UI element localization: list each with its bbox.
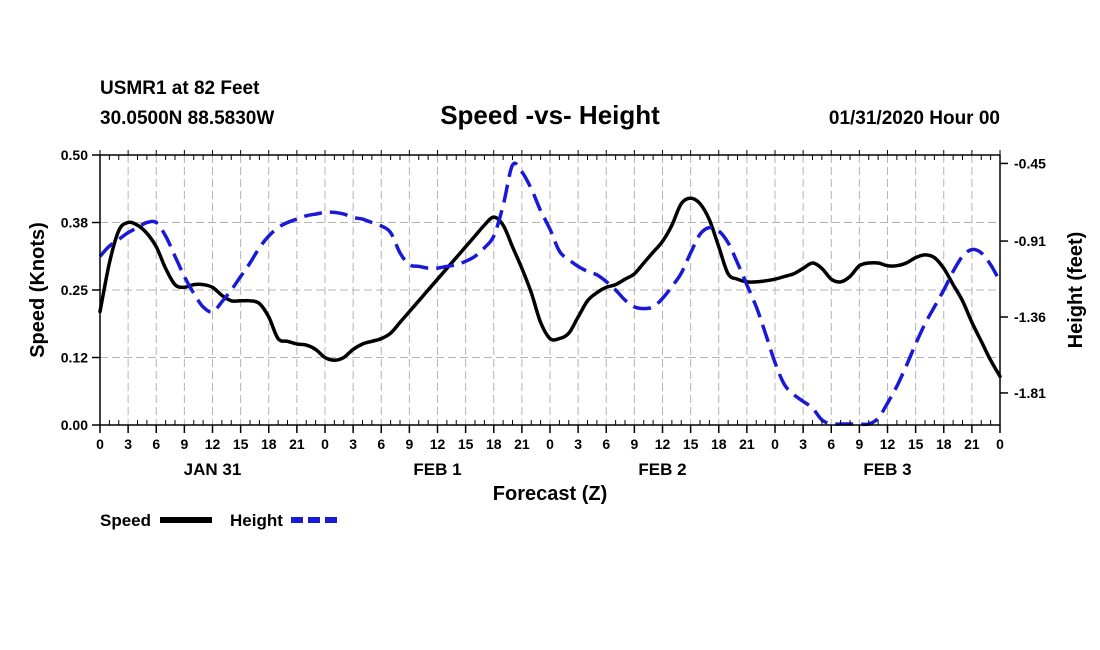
x-tick-label: 21 — [739, 436, 755, 452]
y-tick-label: 0.38 — [61, 215, 88, 231]
y2-tick-label: -0.91 — [1014, 233, 1046, 249]
day-label: JAN 31 — [184, 460, 242, 479]
y-axis-title: Speed (Knots) — [27, 222, 49, 358]
y-tick-label: 0.25 — [61, 282, 88, 298]
legend: Speed Height — [100, 511, 342, 530]
tick-labels: 0.00 0.12 0.25 0.38 0.50 -0.45 -0.91 -1.36 -1.81… — [61, 147, 1046, 479]
axes — [92, 150, 1008, 433]
x-tick-label: 18 — [936, 436, 952, 452]
x-tick-label: 12 — [655, 436, 671, 452]
x-tick-label: 15 — [908, 436, 924, 452]
day-label: FEB 1 — [413, 460, 461, 479]
x-tick-label: 18 — [261, 436, 277, 452]
day-label: FEB 3 — [863, 460, 911, 479]
x-tick-label: 9 — [855, 436, 863, 452]
x-tick-label: 9 — [630, 436, 638, 452]
x-tick-label: 21 — [514, 436, 530, 452]
day-label: FEB 2 — [638, 460, 686, 479]
y2-tick-label: -1.36 — [1014, 309, 1046, 325]
x-tick-label: 3 — [349, 436, 357, 452]
y-tick-label: 0.12 — [61, 350, 88, 366]
station-location: 30.0500N 88.5830W — [100, 108, 274, 129]
x-tick-label: 0 — [996, 436, 1004, 452]
x-tick-label: 21 — [964, 436, 980, 452]
x-tick-label: 3 — [799, 436, 807, 452]
grid-lines — [100, 155, 1000, 425]
x-tick-label: 12 — [880, 436, 896, 452]
y2-tick-label: -1.81 — [1014, 385, 1046, 401]
x-tick-label: 3 — [574, 436, 582, 452]
y2-tick-label: -0.45 — [1014, 155, 1046, 171]
x-tick-label: 0 — [321, 436, 329, 452]
station-name: USMR1 at 82 Feet — [100, 78, 260, 99]
x-tick-label: 21 — [289, 436, 305, 452]
x-tick-label: 0 — [96, 436, 104, 452]
x-tick-label: 12 — [205, 436, 221, 452]
legend-speed-label: Speed — [100, 511, 151, 530]
x-tick-label: 3 — [124, 436, 132, 452]
x-tick-label: 6 — [602, 436, 610, 452]
chart-title: Speed -vs- Height — [440, 100, 660, 130]
x-tick-label: 15 — [458, 436, 474, 452]
x-tick-label: 12 — [430, 436, 446, 452]
x-tick-label: 18 — [711, 436, 727, 452]
speed-series-line — [98, 196, 1002, 379]
x-tick-label: 0 — [771, 436, 779, 452]
x-tick-label: 6 — [377, 436, 385, 452]
x-tick-label: 15 — [683, 436, 699, 452]
x-tick-label: 9 — [180, 436, 188, 452]
x-tick-label: 6 — [827, 436, 835, 452]
x-tick-label: 15 — [233, 436, 249, 452]
x-tick-label: 18 — [486, 436, 502, 452]
x-tick-label: 6 — [152, 436, 160, 452]
y2-axis-title: Height (feet) — [1065, 232, 1087, 349]
forecast-datetime: 01/31/2020 Hour 00 — [829, 108, 1000, 129]
x-axis-title: Forecast (Z) — [493, 483, 607, 505]
x-tick-label: 0 — [546, 436, 554, 452]
x-tick-label: 9 — [405, 436, 413, 452]
legend-height-label: Height — [230, 511, 283, 530]
y-tick-label: 0.00 — [61, 417, 88, 433]
y-tick-label: 0.50 — [61, 147, 88, 163]
